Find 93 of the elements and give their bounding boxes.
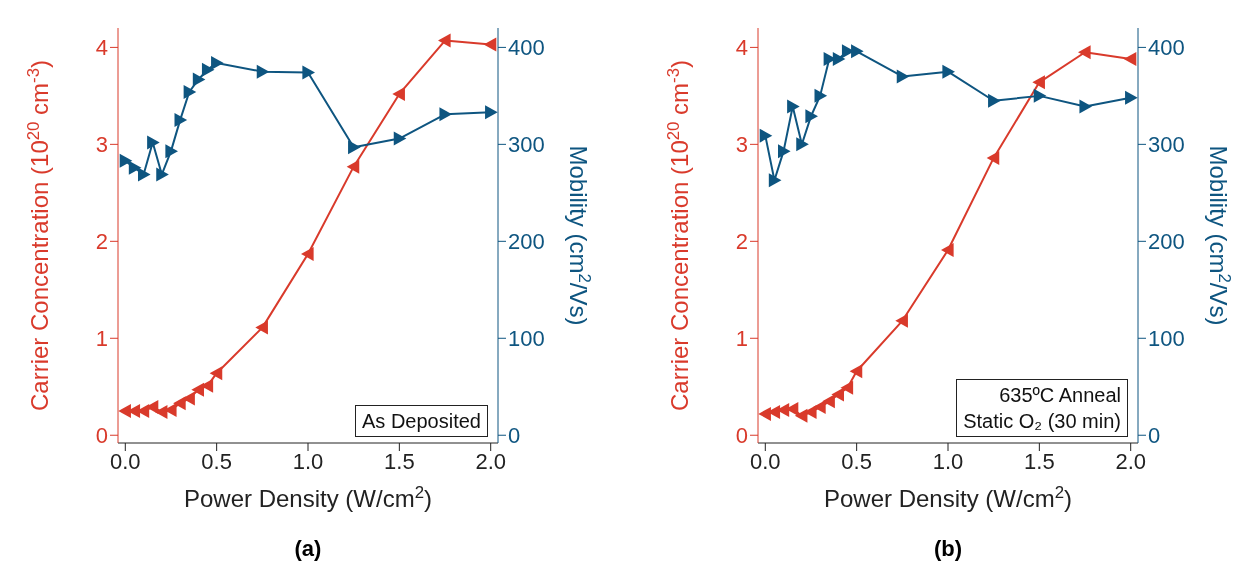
- y-tick-label: 3: [735, 132, 748, 158]
- point: [777, 144, 791, 159]
- point: [805, 109, 818, 124]
- y-tick-label: 3: [95, 132, 108, 158]
- point: [348, 140, 361, 155]
- point: [1033, 88, 1047, 103]
- y-tick-label: 1: [735, 326, 748, 352]
- point: [822, 394, 835, 409]
- point: [840, 380, 854, 395]
- annotation: 635ºC Anneal: [998, 383, 1121, 408]
- point: [831, 387, 844, 402]
- point: [393, 131, 407, 146]
- point: [255, 320, 268, 335]
- point: [156, 167, 169, 182]
- point: [1125, 90, 1138, 105]
- x-tick-label: 2.0: [475, 448, 506, 474]
- point: [787, 99, 800, 114]
- x-tick-label: 2.0: [1115, 448, 1146, 474]
- point: [209, 366, 223, 381]
- point: [1032, 75, 1045, 90]
- y2-tick-label: 200: [1148, 229, 1185, 255]
- point: [1079, 99, 1093, 114]
- y-tick-label: 2: [735, 229, 748, 255]
- y2-tick-label: 300: [1148, 132, 1185, 158]
- y2-tick-label: 200: [508, 229, 545, 255]
- point: [768, 173, 782, 188]
- point: [796, 137, 809, 152]
- point: [986, 150, 1000, 165]
- point: [851, 44, 864, 59]
- point: [165, 144, 178, 159]
- point: [794, 408, 808, 423]
- y2-tick-label: 300: [508, 132, 545, 158]
- point: [758, 406, 771, 421]
- y-tick-label: 4: [735, 35, 748, 61]
- point: [183, 85, 197, 99]
- point: [832, 52, 846, 67]
- text: (b): [932, 536, 964, 562]
- point: [118, 404, 131, 418]
- y2-tick-label: 100: [1148, 326, 1185, 352]
- point: [191, 382, 204, 397]
- point: [174, 113, 188, 128]
- x-tick-label: 0.5: [841, 448, 872, 474]
- y2-tick-label: 0: [508, 423, 521, 449]
- point: [988, 93, 1001, 108]
- point: [942, 64, 955, 79]
- x-tick-label: 0.5: [201, 448, 232, 474]
- x-axis-title: Power Density (W/cm$^{2}$): [823, 482, 1073, 512]
- y2-tick-label: 100: [508, 326, 545, 352]
- point: [137, 167, 151, 182]
- point: [182, 391, 195, 406]
- y-tick-label: 0: [95, 423, 108, 449]
- point: [896, 69, 910, 84]
- point: [895, 313, 908, 328]
- point: [849, 364, 863, 379]
- point: [302, 65, 315, 80]
- point: [301, 246, 314, 261]
- y2-tick-label: 400: [508, 35, 545, 61]
- y-tick-label: 2: [95, 229, 108, 255]
- point: [201, 62, 215, 77]
- x-tick-label: 0.0: [110, 448, 141, 474]
- point: [485, 105, 498, 120]
- y-tick-label: 1: [95, 326, 108, 352]
- point: [1078, 45, 1091, 60]
- x-axis-title: Power Density (W/cm$^{2}$): [183, 482, 433, 512]
- annotation: As Deposited: [362, 409, 481, 434]
- point: [392, 86, 405, 101]
- x-tick-label: 1.5: [384, 448, 415, 474]
- point: [814, 88, 828, 103]
- text: (a): [293, 536, 323, 562]
- y-tick-label: 0: [735, 423, 748, 449]
- x-tick-label: 0.0: [750, 448, 781, 474]
- x-tick-label: 1.0: [932, 448, 964, 474]
- point: [192, 72, 206, 87]
- y2-tick-label: 0: [1148, 423, 1161, 449]
- point: [147, 135, 160, 150]
- point: [173, 396, 186, 411]
- point: [256, 64, 270, 79]
- point: [128, 160, 142, 175]
- point: [438, 33, 451, 48]
- point: [346, 159, 360, 174]
- y-tick-label: 4: [95, 35, 108, 61]
- annotation: Static O₂ (30 min): [963, 409, 1121, 434]
- x-tick-label: 1.0: [292, 448, 324, 474]
- point: [941, 243, 954, 258]
- point: [483, 37, 497, 52]
- y2-tick-label: 400: [1148, 35, 1185, 61]
- point: [119, 153, 133, 168]
- point: [439, 107, 453, 122]
- point: [211, 55, 224, 70]
- point: [1123, 52, 1137, 67]
- point: [759, 128, 773, 143]
- point: [813, 400, 826, 415]
- x-tick-label: 1.5: [1024, 448, 1055, 474]
